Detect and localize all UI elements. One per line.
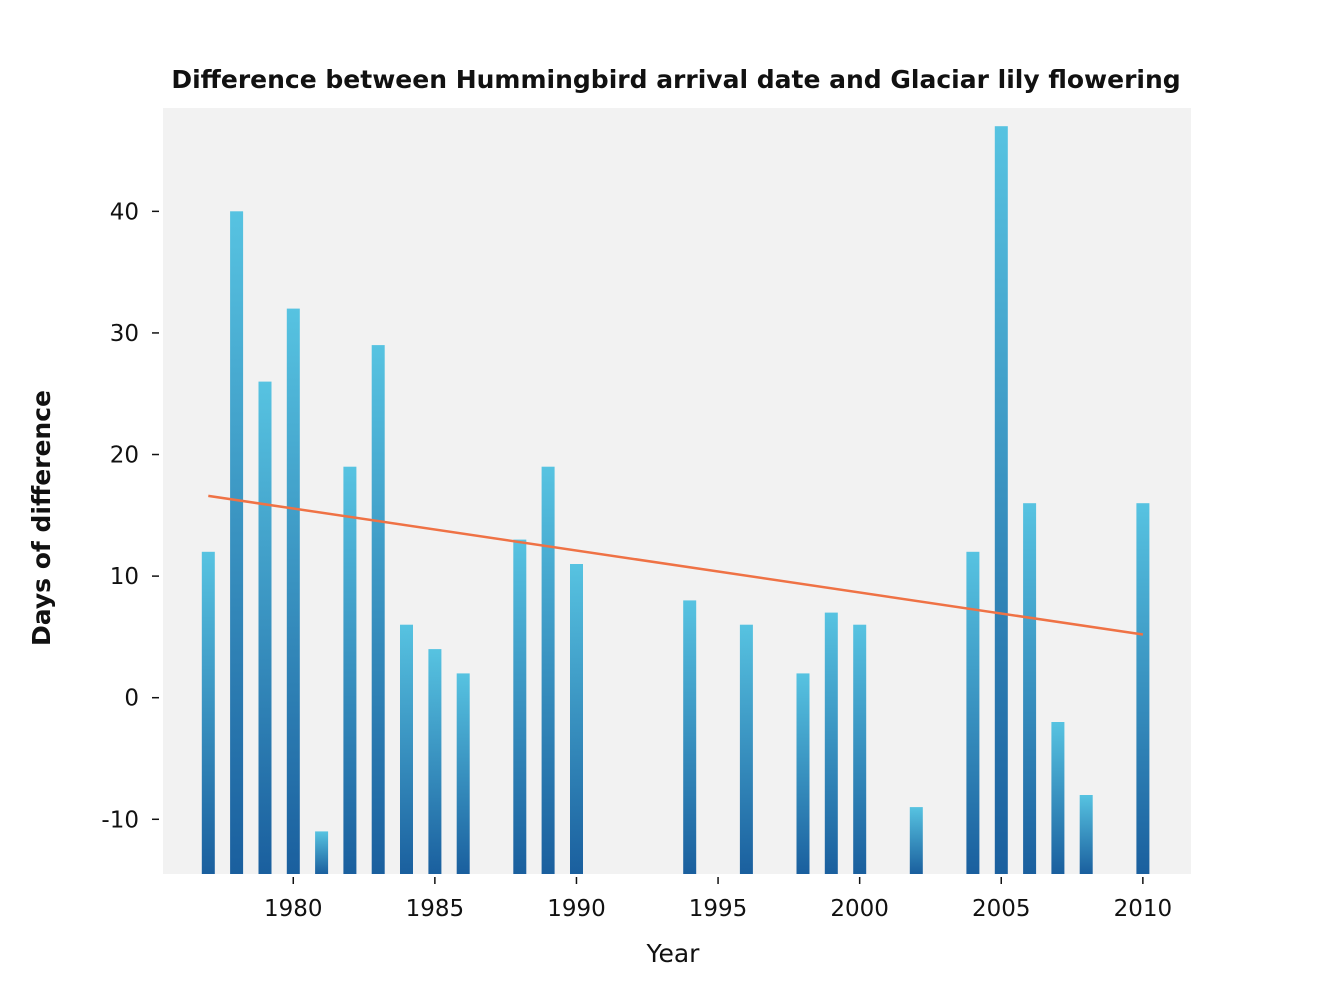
- y-tick-label: -10: [101, 807, 139, 833]
- plot-area: [163, 108, 1191, 874]
- x-tick-label: 1980: [264, 896, 323, 922]
- trend-line: [208, 494, 1144, 636]
- bar-1998: [796, 673, 810, 874]
- bar-2002: [909, 807, 923, 874]
- bar-2004: [966, 551, 980, 874]
- x-tick-label: 1990: [547, 896, 606, 922]
- bar-1985: [428, 649, 442, 874]
- y-axis-label: Days of difference: [27, 390, 56, 646]
- trend-layer: [208, 494, 1144, 636]
- x-tick-label: 2000: [830, 896, 889, 922]
- x-tick-label: 1995: [689, 896, 748, 922]
- bar-2005: [994, 126, 1008, 874]
- bar-1982: [343, 466, 357, 874]
- bar-1978: [230, 211, 244, 875]
- bar-1988: [513, 539, 527, 874]
- bar-1983: [371, 345, 385, 875]
- y-tick-label: 30: [110, 321, 139, 347]
- bars-layer: [201, 126, 1150, 875]
- bar-1984: [400, 624, 413, 874]
- bar-2007: [1051, 722, 1065, 874]
- x-tick-label: 1985: [406, 896, 465, 922]
- bar-1989: [541, 466, 555, 874]
- y-tick-label: 40: [110, 199, 139, 225]
- bar-1986: [456, 673, 470, 874]
- bar-1977: [201, 551, 215, 874]
- y-tick-label: 20: [110, 443, 139, 469]
- bar-1979: [258, 381, 272, 874]
- bar-1996: [739, 624, 753, 874]
- x-tick-label: 2005: [972, 896, 1031, 922]
- bar-2000: [853, 624, 867, 874]
- bar-2006: [1023, 503, 1037, 874]
- x-axis: 1980 1985 1990 1995 2000 2005 2010: [264, 877, 1172, 922]
- bar-1994: [683, 600, 697, 874]
- bar-1999: [824, 612, 838, 874]
- bar-1981: [315, 831, 329, 874]
- y-tick-label: 0: [124, 686, 139, 712]
- bar-1990: [570, 564, 583, 874]
- y-axis: -10 0 10 20 30 40: [101, 199, 159, 833]
- bar-1980: [286, 308, 300, 875]
- x-axis-label: Year: [646, 939, 701, 968]
- bar-2010: [1136, 503, 1150, 874]
- chart-title: Difference between Hummingbird arrival d…: [171, 65, 1180, 94]
- bar-2008: [1079, 795, 1093, 874]
- y-tick-label: 10: [110, 564, 139, 590]
- x-tick-label: 2010: [1114, 896, 1173, 922]
